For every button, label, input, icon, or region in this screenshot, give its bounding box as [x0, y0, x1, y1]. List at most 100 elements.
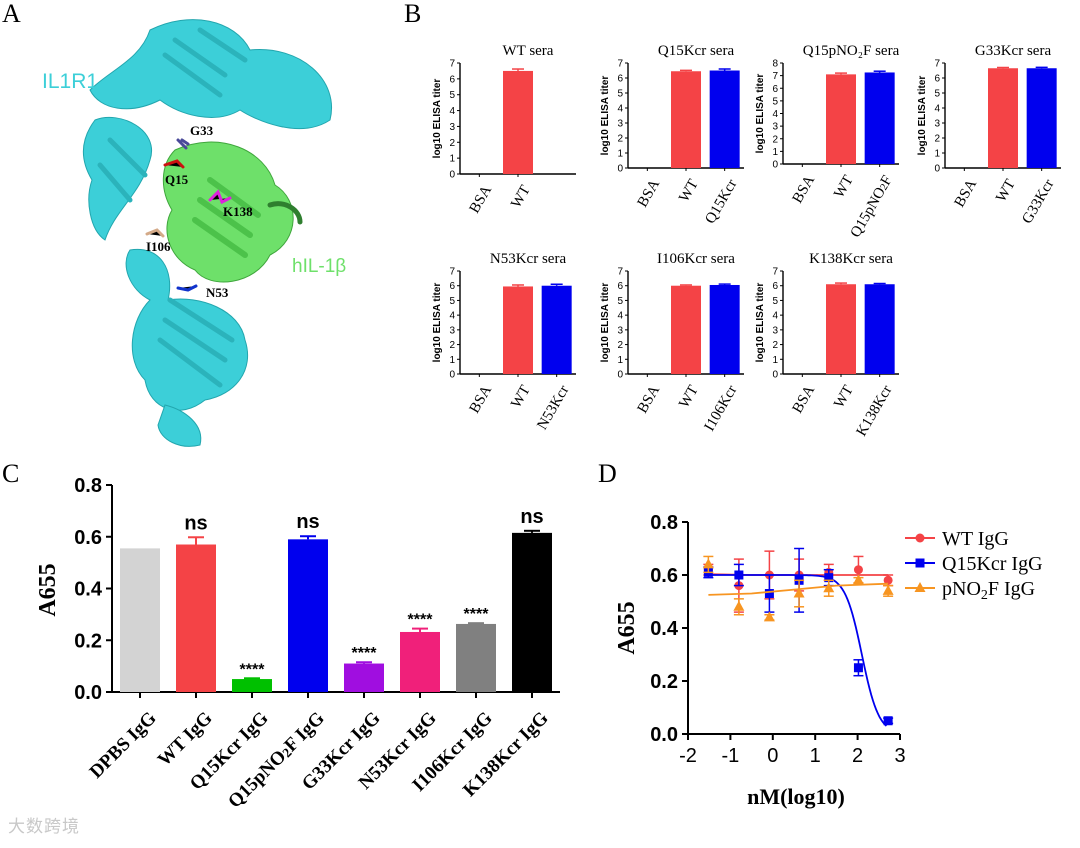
elisa-chart-k138kcr-sera: K138Kcr sera 0 1 2 3 4 5 6 7 log10 ELISA titer BSA…: [755, 251, 899, 439]
y-tick-label: 2: [934, 134, 940, 145]
fit-curve-q15kcr-igg: [708, 574, 888, 727]
elisa-chart-q15kcr-sera: Q15Kcr sera 0 1 2 3 4 5 6 7 log10 ELISA titer BSA W…: [600, 43, 744, 227]
y-tick-label: 3: [934, 119, 940, 130]
y-tick-label: 7: [934, 59, 940, 70]
bar-g33kcr-igg: [344, 663, 384, 692]
fit-curve-pno2f-igg: [708, 582, 889, 596]
x-tick-label-wt: WT: [993, 177, 1019, 205]
bar-q15pno2f: [864, 72, 895, 164]
elisa-chart-g33kcr-sera: G33Kcr sera 0 1 2 3 4 5 6 7 log10 ELISA titer BSA W…: [917, 43, 1061, 227]
bar-i106kcr: [709, 284, 740, 374]
y-tick-label: 0.2: [650, 671, 678, 693]
x-tick-label-g33kcr: G33Kcr: [1019, 177, 1057, 227]
residue-label-i106: I106: [146, 239, 171, 254]
y-tick-label: 7: [617, 267, 623, 278]
panel-letter-b: B: [404, 0, 421, 28]
x-tick-label-wt: WT: [831, 173, 857, 201]
y-tick-label: 2: [772, 340, 778, 351]
x-tick-label-wt: WT: [676, 383, 702, 411]
y-tick-label: 2: [772, 134, 778, 145]
residue-label-q15: Q15: [165, 172, 189, 187]
il1r1-ribbon: [82, 19, 332, 447]
x-tick-label-bsa: BSA: [952, 177, 981, 210]
data-point-pno2f-igg: [823, 582, 835, 593]
y-tick-label: 3: [772, 122, 778, 133]
elisa-chart-q15pno2f-sera: Q15pNO₂F sera 0 1 23 4 56 78 log10 ELISA titer B…: [755, 43, 900, 240]
chart-title-q15pno2f-sera: Q15pNO₂F sera: [803, 43, 900, 59]
x-tick-label-k138kcr: K138Kcr: [854, 383, 896, 439]
bar-k138kcr: [864, 284, 895, 374]
protein-label-hil1b: hIL-1β: [292, 256, 346, 277]
y-axis-label: log10 ELISA titer: [432, 283, 443, 363]
chart-title-g33kcr-sera: G33Kcr sera: [975, 43, 1052, 59]
legend-marker-wt-igg: [915, 533, 925, 543]
chart-title-q15kcr-sera: Q15Kcr sera: [658, 43, 735, 59]
bar-wt: [503, 70, 533, 174]
y-tick-label: 0.0: [74, 682, 102, 704]
y-tick-label: 4: [449, 311, 455, 322]
y-tick-label: 6: [772, 84, 778, 95]
data-point-wt-igg: [853, 565, 863, 575]
significance-label: ns: [184, 512, 207, 534]
y-tick-label: 7: [772, 267, 778, 278]
x-tick-label: 0: [767, 745, 778, 767]
y-tick-label: 0: [934, 164, 940, 175]
x-tick-label-n53kcr: N53Kcr: [534, 383, 572, 433]
elisa-chart-n53kcr-sera: N53Kcr sera 0 1 2 3 4 5 6 7 log10 ELISA titer BSA W…: [432, 251, 576, 433]
y-tick-label: 2: [617, 340, 623, 351]
y-tick-label: 6: [772, 281, 778, 292]
data-point-q15kcr-igg: [764, 589, 774, 599]
bar-q15kcr: [709, 70, 740, 168]
residue-label-k138: K138: [223, 204, 253, 219]
y-tick-label: 6: [449, 74, 455, 85]
residue-sticks: [145, 138, 232, 292]
elisa-chart-wt-sera: WT sera 0 1 2 3 4 5 6 7 log10 ELISA titer BSA WT: [432, 43, 576, 216]
x-tick-label-bsa: BSA: [467, 183, 496, 216]
significance-label: ns: [296, 511, 319, 533]
y-tick-label: 3: [449, 325, 455, 336]
bar-wt: [826, 284, 856, 374]
y-axis-label: A655: [35, 563, 61, 616]
x-tick-label-bsa: BSA: [790, 383, 819, 416]
panel-letter-c: C: [2, 459, 19, 488]
significance-label: ****: [408, 612, 434, 629]
data-point-pno2f-igg: [852, 574, 864, 585]
y-tick-label: 3: [449, 122, 455, 133]
y-tick-label: 0.8: [650, 512, 678, 534]
elisa-chart-i106kcr-sera: I106Kcr sera 0 1 2 3 4 5 6 7 log10 ELISA titer BSA…: [600, 251, 744, 434]
y-tick-label: 0: [449, 370, 455, 381]
y-tick-label: 0.6: [650, 565, 678, 587]
x-tick-label-wt: WT: [831, 383, 857, 411]
legend-label-pno2f-igg: pNO2F IgG: [942, 578, 1035, 603]
y-tick-label: 5: [617, 89, 623, 100]
data-point-pno2f-igg: [793, 587, 805, 598]
y-tick-label: 5: [449, 296, 455, 307]
y-tick-label: 7: [772, 71, 778, 82]
y-tick-label: 6: [449, 281, 455, 292]
y-tick-label: 7: [449, 59, 455, 70]
data-point-pno2f-igg: [763, 611, 775, 622]
significance-label: ns: [520, 506, 543, 528]
x-tick-label-wt: WT: [508, 183, 534, 211]
y-axis-label: log10 ELISA titer: [600, 76, 611, 156]
y-tick-label: 5: [449, 90, 455, 101]
y-tick-label: 4: [772, 311, 778, 322]
hil1b-ribbon: [162, 141, 303, 283]
y-tick-label: 0.4: [650, 618, 679, 640]
protein-structure-illustration: IL1R1 hIL-1β G33 Q15 K138 I106 N53: [42, 19, 346, 447]
dose-response-chart: 0.0 0.2 0.4 0.6 0.8 -2 -1 0 1 2 3 A655 nM(log10) WT I…: [614, 512, 1043, 809]
panel-letter-a: A: [2, 0, 21, 28]
y-tick-label: 0: [772, 160, 778, 171]
bar-q15pno2f-igg: [288, 539, 328, 692]
y-tick-label: 3: [617, 325, 623, 336]
data-point-pno2f-igg: [882, 584, 894, 595]
bar-wt: [988, 68, 1018, 168]
y-tick-label: 7: [449, 267, 455, 278]
watermark-text: 大数跨境: [8, 817, 80, 837]
y-tick-label: 0.2: [74, 630, 102, 652]
bar-wt: [671, 285, 701, 374]
bar-i106kcr-igg: [456, 623, 496, 692]
x-tick-label-dpbs-igg: DPBS IgG: [86, 708, 161, 783]
y-tick-label: 1: [772, 355, 778, 366]
bar-g33kcr: [1026, 68, 1057, 168]
